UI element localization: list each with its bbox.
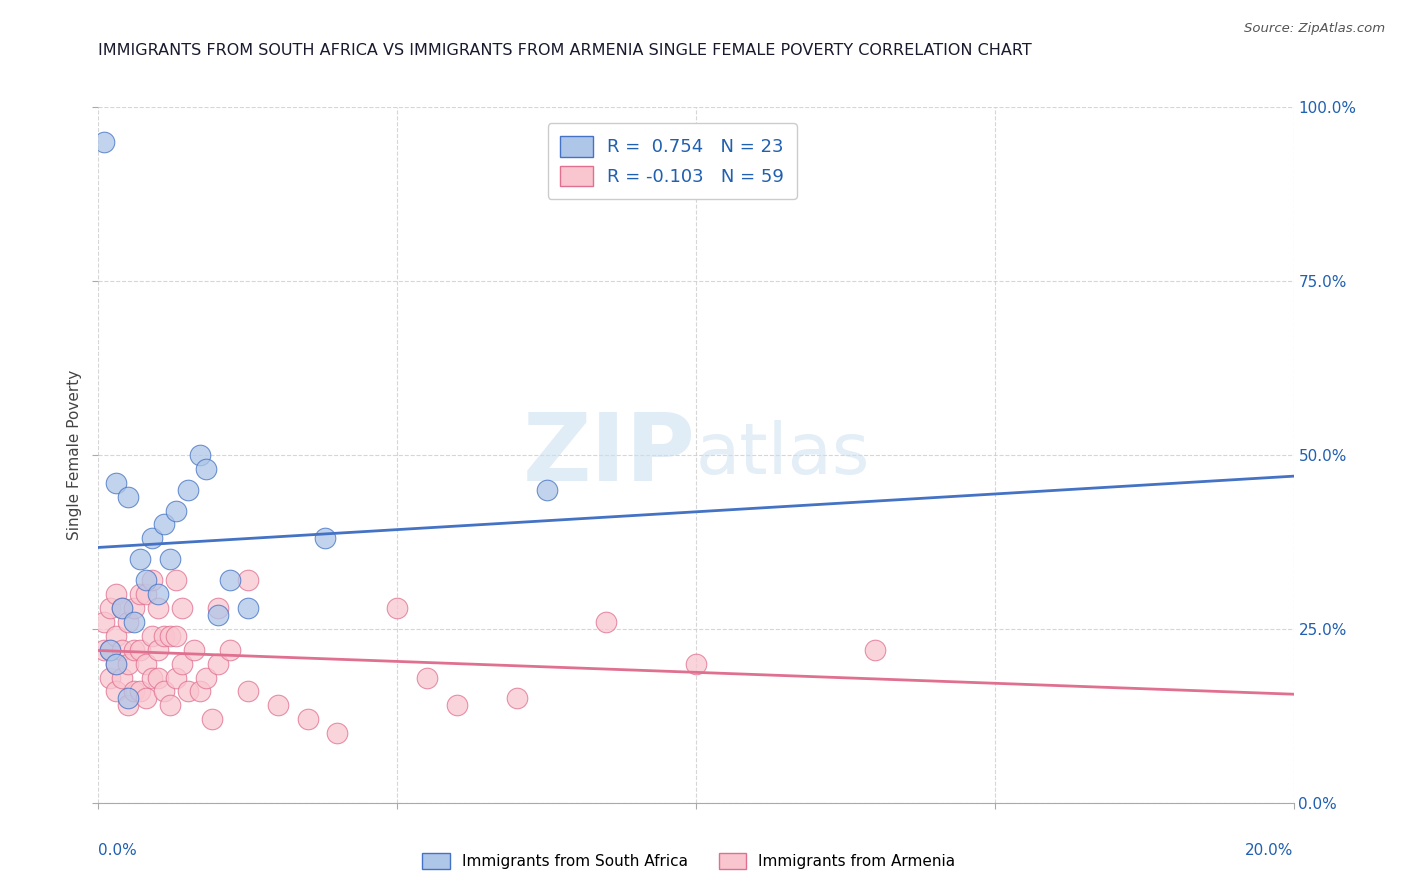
Point (105, 657, 128, 671)
Point (195, 671, 218, 685)
Point (536, 483, 558, 497)
Point (153, 684, 176, 698)
Point (153, 629, 176, 643)
Point (111, 601, 134, 615)
Point (111, 601, 134, 615)
Text: IMMIGRANTS FROM SOUTH AFRICA VS IMMIGRANTS FROM ARMENIA SINGLE FEMALE POVERTY CO: IMMIGRANTS FROM SOUTH AFRICA VS IMMIGRAN… (98, 43, 1032, 58)
Point (105, 684, 128, 698)
Point (129, 552, 152, 566)
Point (188, 684, 211, 698)
Point (111, 671, 134, 685)
Point (135, 587, 157, 601)
Point (124, 642, 146, 657)
Text: ZIP: ZIP (523, 409, 696, 501)
Point (141, 629, 163, 643)
Point (135, 657, 157, 671)
Point (236, 601, 259, 615)
Legend: R =  0.754   N = 23, R = -0.103   N = 59: R = 0.754 N = 23, R = -0.103 N = 59 (547, 123, 797, 199)
Point (416, 671, 439, 685)
Point (172, 657, 194, 671)
Point (165, 503, 187, 517)
Point (93, 642, 115, 657)
Point (117, 698, 139, 713)
Text: Source: ZipAtlas.com: Source: ZipAtlas.com (1244, 22, 1385, 36)
Point (385, 601, 409, 615)
Point (446, 698, 468, 713)
Text: 0.0%: 0.0% (98, 843, 138, 858)
Point (165, 671, 187, 685)
Point (111, 642, 134, 657)
Point (165, 629, 187, 643)
Point (117, 490, 139, 504)
Point (159, 552, 181, 566)
Point (865, 642, 887, 657)
Point (141, 573, 163, 587)
Point (159, 629, 181, 643)
Point (236, 684, 259, 698)
Point (207, 601, 229, 615)
Point (297, 712, 319, 726)
Point (177, 483, 200, 497)
Point (135, 691, 157, 706)
Point (129, 642, 152, 657)
Point (148, 642, 170, 657)
Point (326, 726, 349, 740)
Point (141, 532, 163, 546)
Point (267, 698, 290, 713)
Point (207, 607, 229, 622)
Point (172, 601, 194, 615)
Point (148, 601, 170, 615)
Point (165, 573, 187, 587)
Point (195, 462, 218, 476)
Text: atlas: atlas (696, 420, 870, 490)
Point (124, 615, 146, 629)
Legend: Immigrants from South Africa, Immigrants from Armenia: Immigrants from South Africa, Immigrants… (416, 847, 962, 875)
Point (100, 642, 122, 657)
Point (93, 135, 115, 149)
Point (148, 671, 170, 685)
Point (219, 642, 242, 657)
Point (236, 573, 259, 587)
Point (100, 601, 122, 615)
Point (183, 642, 205, 657)
Point (129, 587, 152, 601)
Point (93, 615, 115, 629)
Text: 20.0%: 20.0% (1246, 843, 1294, 858)
Y-axis label: Single Female Poverty: Single Female Poverty (66, 370, 82, 540)
Point (105, 475, 128, 490)
Point (105, 587, 128, 601)
Point (153, 517, 176, 532)
Point (135, 573, 157, 587)
Point (105, 657, 128, 671)
Point (129, 684, 152, 698)
Point (124, 601, 146, 615)
Point (100, 642, 122, 657)
Point (219, 573, 242, 587)
Point (105, 629, 128, 643)
Point (124, 684, 146, 698)
Point (207, 657, 229, 671)
Point (148, 587, 170, 601)
Point (188, 448, 211, 462)
Point (685, 657, 707, 671)
Point (201, 712, 224, 726)
Point (117, 657, 139, 671)
Point (159, 698, 181, 713)
Point (595, 615, 617, 629)
Point (506, 691, 529, 706)
Point (177, 684, 200, 698)
Point (100, 671, 122, 685)
Point (315, 532, 337, 546)
Point (117, 691, 139, 706)
Point (141, 671, 163, 685)
Point (117, 615, 139, 629)
